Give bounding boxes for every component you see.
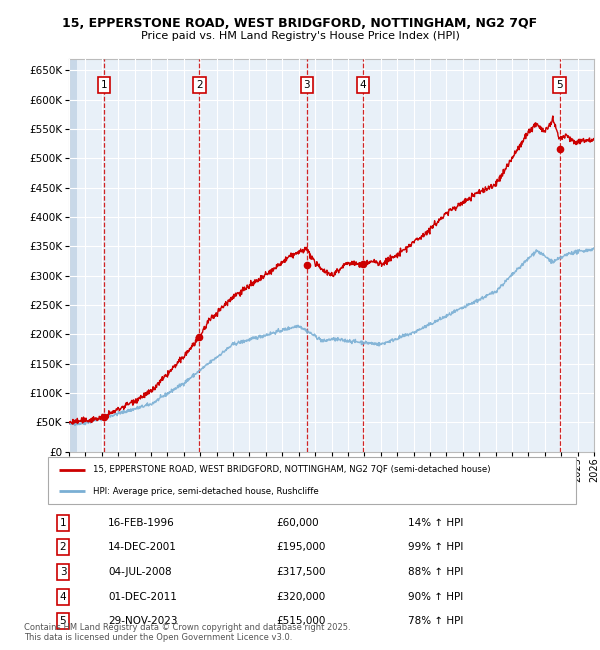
Text: 78% ↑ HPI: 78% ↑ HPI <box>408 616 463 627</box>
Text: 4: 4 <box>59 592 67 602</box>
Text: 5: 5 <box>59 616 67 627</box>
FancyBboxPatch shape <box>48 457 576 504</box>
Text: 2: 2 <box>196 80 203 90</box>
Text: £195,000: £195,000 <box>276 542 325 552</box>
Text: 15, EPPERSTONE ROAD, WEST BRIDGFORD, NOTTINGHAM, NG2 7QF: 15, EPPERSTONE ROAD, WEST BRIDGFORD, NOT… <box>62 17 538 30</box>
Text: 2: 2 <box>59 542 67 552</box>
Text: 04-JUL-2008: 04-JUL-2008 <box>108 567 172 577</box>
Text: £320,000: £320,000 <box>276 592 325 602</box>
Text: 14-DEC-2001: 14-DEC-2001 <box>108 542 177 552</box>
Text: 1: 1 <box>59 517 67 528</box>
Text: 14% ↑ HPI: 14% ↑ HPI <box>408 517 463 528</box>
Text: 3: 3 <box>59 567 67 577</box>
Text: 88% ↑ HPI: 88% ↑ HPI <box>408 567 463 577</box>
Text: Contains HM Land Registry data © Crown copyright and database right 2025.
This d: Contains HM Land Registry data © Crown c… <box>24 623 350 642</box>
Text: 5: 5 <box>556 80 563 90</box>
Text: £317,500: £317,500 <box>276 567 325 577</box>
Text: 99% ↑ HPI: 99% ↑ HPI <box>408 542 463 552</box>
Text: 01-DEC-2011: 01-DEC-2011 <box>108 592 177 602</box>
Text: £515,000: £515,000 <box>276 616 325 627</box>
Text: 90% ↑ HPI: 90% ↑ HPI <box>408 592 463 602</box>
Text: Price paid vs. HM Land Registry's House Price Index (HPI): Price paid vs. HM Land Registry's House … <box>140 31 460 41</box>
Text: 3: 3 <box>304 80 310 90</box>
Text: 16-FEB-1996: 16-FEB-1996 <box>108 517 175 528</box>
Text: 1: 1 <box>100 80 107 90</box>
Text: 15, EPPERSTONE ROAD, WEST BRIDGFORD, NOTTINGHAM, NG2 7QF (semi-detached house): 15, EPPERSTONE ROAD, WEST BRIDGFORD, NOT… <box>93 465 490 474</box>
Text: 4: 4 <box>359 80 367 90</box>
Text: HPI: Average price, semi-detached house, Rushcliffe: HPI: Average price, semi-detached house,… <box>93 487 319 495</box>
Text: £60,000: £60,000 <box>276 517 319 528</box>
Text: 29-NOV-2023: 29-NOV-2023 <box>108 616 178 627</box>
